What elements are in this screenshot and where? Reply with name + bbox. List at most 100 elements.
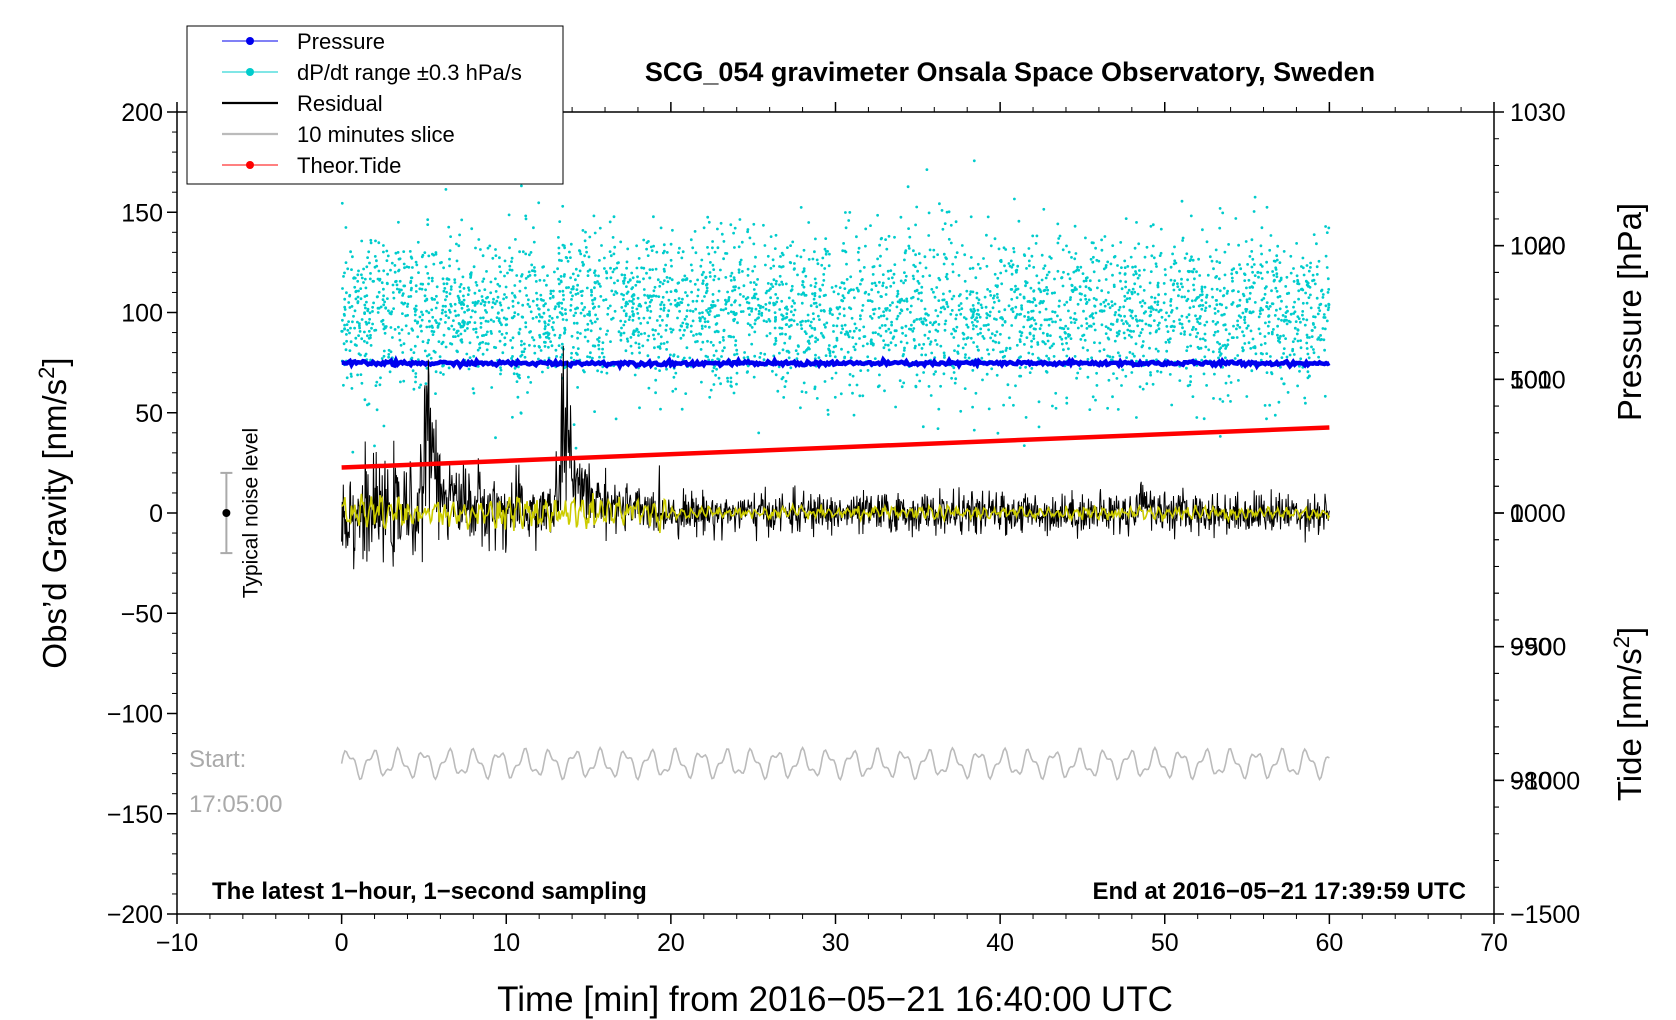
dpdt-point xyxy=(603,267,606,270)
dpdt-point xyxy=(1295,332,1299,336)
dpdt-point xyxy=(790,318,793,322)
dpdt-point xyxy=(1169,325,1173,328)
dpdt-point xyxy=(1199,337,1202,341)
dpdt-point xyxy=(726,380,730,383)
dpdt-point xyxy=(976,308,980,312)
dpdt-point xyxy=(1125,356,1128,359)
dpdt-point xyxy=(1165,325,1169,328)
legend-entry: Residual xyxy=(222,91,383,116)
dpdt-point xyxy=(448,264,451,268)
dpdt-point xyxy=(1073,224,1077,228)
dpdt-point xyxy=(417,271,420,274)
dpdt-point xyxy=(1259,263,1263,266)
dpdt-point xyxy=(876,257,879,261)
dpdt-point xyxy=(708,309,712,313)
dpdt-point xyxy=(1224,306,1228,310)
dpdt-point xyxy=(823,309,826,313)
dpdt-point xyxy=(815,397,819,400)
dpdt-point xyxy=(631,318,635,322)
dpdt-point xyxy=(1133,246,1137,250)
dpdt-point xyxy=(1102,348,1106,351)
dpdt-point xyxy=(363,311,366,315)
dpdt-point xyxy=(426,341,430,345)
dpdt-point xyxy=(581,260,584,264)
dpdt-point xyxy=(527,298,530,302)
dpdt-point xyxy=(502,297,505,301)
dpdt-point xyxy=(1200,285,1204,289)
dpdt-point xyxy=(1123,299,1127,302)
dpdt-point xyxy=(1003,264,1006,268)
dpdt-point xyxy=(1030,345,1033,349)
dpdt-point xyxy=(1128,329,1132,333)
dpdt-point xyxy=(481,352,485,356)
dpdt-point xyxy=(496,311,500,315)
dpdt-point xyxy=(1058,299,1061,303)
dpdt-point xyxy=(1001,350,1005,353)
dpdt-point xyxy=(881,273,885,276)
dpdt-point xyxy=(583,335,587,339)
dpdt-point xyxy=(860,309,864,312)
dpdt-point xyxy=(373,329,376,332)
dpdt-point xyxy=(1104,298,1108,302)
dpdt-point xyxy=(1027,351,1031,355)
tide-tick-label: −1000 xyxy=(1510,767,1580,795)
dpdt-point xyxy=(813,285,817,289)
dpdt-point xyxy=(1093,304,1096,308)
dpdt-point xyxy=(1120,319,1124,322)
dpdt-point xyxy=(1031,300,1035,304)
dpdt-point xyxy=(917,282,921,285)
dpdt-point xyxy=(1126,322,1129,325)
dpdt-point xyxy=(572,314,576,317)
dpdt-point xyxy=(467,286,470,290)
dpdt-point xyxy=(547,323,550,326)
dpdt-point xyxy=(443,287,447,290)
dpdt-point xyxy=(513,366,517,370)
dpdt-point xyxy=(867,293,871,296)
dpdt-point xyxy=(917,343,921,347)
dpdt-point xyxy=(809,304,813,308)
y-left-tick-label: −150 xyxy=(107,801,163,829)
dpdt-point xyxy=(733,300,736,304)
dpdt-point xyxy=(937,276,941,280)
dpdt-point xyxy=(995,292,999,296)
dpdt-point xyxy=(853,322,857,326)
dpdt-point xyxy=(585,250,588,254)
dpdt-point xyxy=(927,313,930,317)
dpdt-point xyxy=(1248,310,1252,314)
dpdt-point xyxy=(1205,240,1209,244)
dpdt-point xyxy=(939,310,943,314)
dpdt-point xyxy=(430,279,434,283)
dpdt-point xyxy=(1041,301,1044,305)
dpdt-point xyxy=(426,272,430,275)
dpdt-point xyxy=(588,235,592,239)
dpdt-point xyxy=(1086,348,1089,352)
dpdt-point xyxy=(350,305,354,308)
dpdt-point xyxy=(676,316,679,320)
dpdt-point xyxy=(341,318,344,322)
dpdt-point xyxy=(989,244,993,248)
dpdt-point xyxy=(1201,304,1205,307)
dpdt-point xyxy=(1260,277,1264,280)
dpdt-point xyxy=(1280,299,1283,303)
dpdt-point xyxy=(781,318,784,321)
dpdt-point xyxy=(636,275,639,279)
dpdt-point xyxy=(1010,272,1014,276)
dpdt-point xyxy=(800,327,804,330)
dpdt-point xyxy=(552,321,555,324)
dpdt-point xyxy=(416,321,419,325)
dpdt-point xyxy=(611,316,615,320)
dpdt-point xyxy=(1052,342,1055,346)
tide-tick-label: 1000 xyxy=(1510,233,1566,261)
dpdt-point xyxy=(925,168,929,172)
dpdt-point xyxy=(1246,324,1250,328)
dpdt-point xyxy=(888,309,892,312)
dpdt-point xyxy=(1100,289,1104,293)
dpdt-point xyxy=(448,257,451,261)
dpdt-point xyxy=(1325,266,1329,269)
dpdt-point xyxy=(1149,224,1153,228)
legend-swatch-dot xyxy=(246,68,254,76)
dpdt-point xyxy=(1257,315,1261,319)
dpdt-point xyxy=(854,342,858,346)
dpdt-point xyxy=(466,327,469,330)
dpdt-point xyxy=(455,242,458,246)
